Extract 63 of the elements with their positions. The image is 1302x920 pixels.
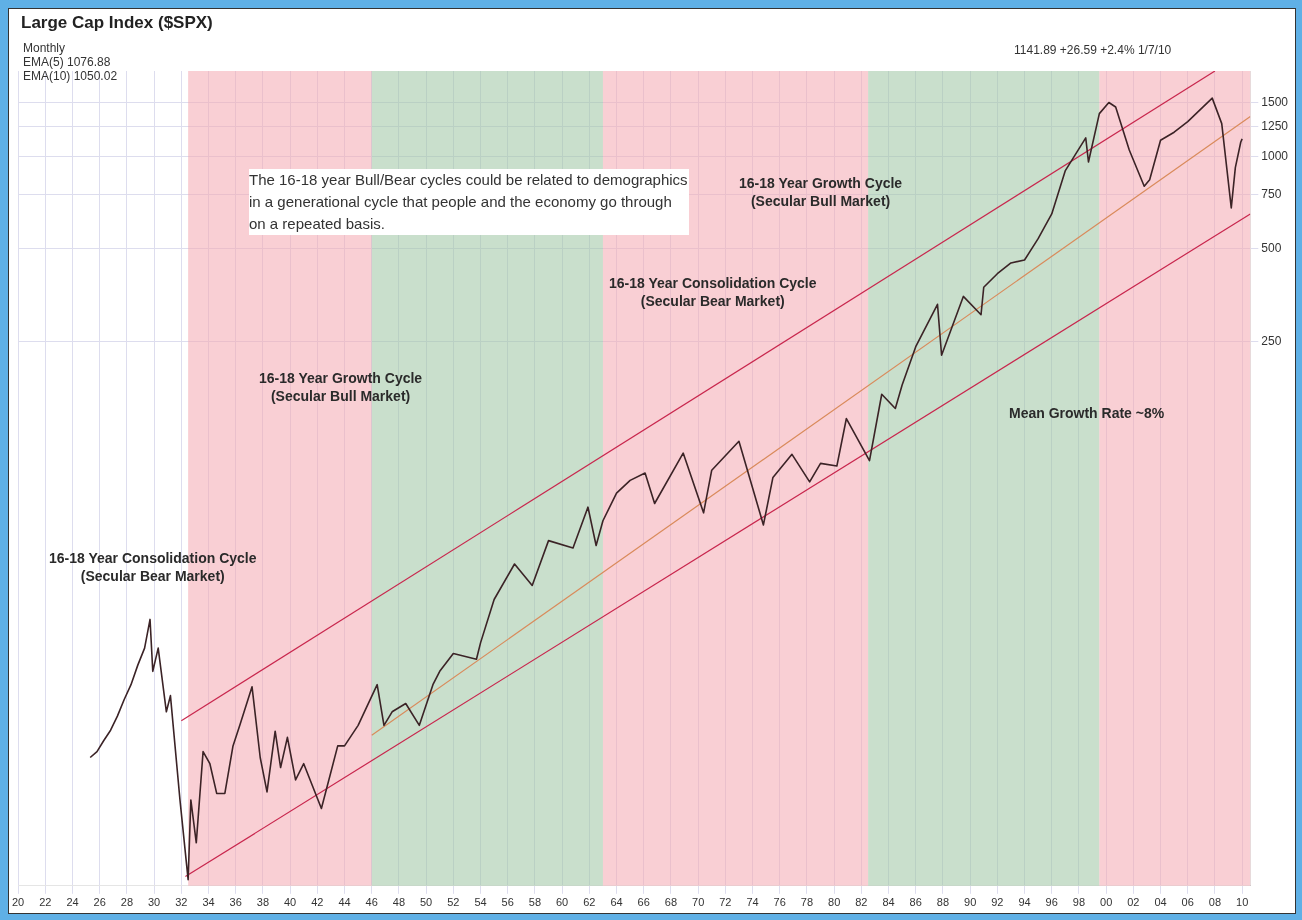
x-tick-label: 96 xyxy=(1045,896,1058,909)
x-tick-label: 08 xyxy=(1208,896,1222,909)
x-tick-label: 58 xyxy=(528,896,542,909)
text: 1141.89 +26.59 +2.4% 1/7/10 xyxy=(1014,43,1172,57)
annotation: EMA(10) 1050.02 xyxy=(23,69,118,83)
text: Monthly xyxy=(23,41,66,55)
x-tick-label: 72 xyxy=(719,896,732,909)
x-tick-label: 50 xyxy=(420,896,433,909)
x-tick-label: 06 xyxy=(1181,896,1194,909)
x-tick-label: 32 xyxy=(175,896,188,909)
x-tick-label: 22 xyxy=(39,896,52,909)
x-tick-label: 40 xyxy=(284,896,297,909)
x-tick-label: 24 xyxy=(66,896,79,909)
x-tick-label: 42 xyxy=(311,896,324,909)
y-tick-label: 1000 xyxy=(1261,148,1289,163)
y-tick-label: 500 xyxy=(1261,241,1282,256)
x-tick-label: 86 xyxy=(909,896,922,909)
x-tick-label: 26 xyxy=(93,896,106,909)
x-tick-label: 62 xyxy=(583,896,596,909)
x-tick-label: 66 xyxy=(637,896,650,909)
annotation: The 16-18 year Bull/Bear cycles could be related to demographics in a generational cycle that people and the economy go through on a repeated basis. xyxy=(249,169,689,235)
x-tick-label: 30 xyxy=(148,896,161,909)
x-tick-label: 76 xyxy=(773,896,786,909)
x-tick-label: 80 xyxy=(828,896,841,909)
x-tick-label: 48 xyxy=(392,896,406,909)
y-tick-label: 1500 xyxy=(1261,94,1289,109)
x-tick-label: 04 xyxy=(1154,896,1167,909)
annotation: 16-18 Year Growth Cycle (Secular Bull Market) xyxy=(259,369,423,405)
x-tick-label: 74 xyxy=(746,896,759,909)
x-tick-label: 88 xyxy=(936,896,950,909)
x-tick-label: 70 xyxy=(692,896,705,909)
x-tick-label: 82 xyxy=(855,896,868,909)
x-tick-label: 84 xyxy=(882,896,895,909)
x-tick-label: 46 xyxy=(365,896,378,909)
x-tick-label: 54 xyxy=(474,896,487,909)
x-tick-label: 94 xyxy=(1018,896,1031,909)
x-tick-label: 90 xyxy=(964,896,977,909)
x-tick-label: 60 xyxy=(556,896,569,909)
y-tick-label: 250 xyxy=(1261,333,1282,348)
annotation: 16-18 Year Growth Cycle (Secular Bull Market) xyxy=(739,174,903,210)
x-tick-label: 56 xyxy=(501,896,514,909)
x-tick-label: 68 xyxy=(664,896,678,909)
y-tick-label: 1250 xyxy=(1261,119,1289,134)
x-tick-label: 52 xyxy=(447,896,460,909)
x-tick-label: 44 xyxy=(338,896,351,909)
x-tick-label: 78 xyxy=(800,896,814,909)
x-tick-label: 64 xyxy=(610,896,623,909)
x-tick-label: 98 xyxy=(1072,896,1086,909)
annotation: Mean Growth Rate ~8% xyxy=(1009,404,1165,422)
x-tick-label: 92 xyxy=(991,896,1004,909)
x-tick-label: 02 xyxy=(1127,896,1140,909)
annotation: 16-18 Year Consolidation Cycle (Secular Bear Market) xyxy=(609,274,817,310)
x-tick-label: 34 xyxy=(202,896,215,909)
x-tick-label: 38 xyxy=(256,896,270,909)
x-tick-label: 36 xyxy=(229,896,242,909)
x-tick-label: 20 xyxy=(11,896,25,909)
x-tick-label: 10 xyxy=(1236,896,1249,909)
text: EMA(5) 1076.88 xyxy=(23,55,111,69)
annotation: 16-18 Year Consolidation Cycle (Secular Bear Market) xyxy=(49,549,257,585)
chart-title: Large Cap Index ($SPX) xyxy=(21,13,213,33)
x-tick-label: 00 xyxy=(1100,896,1113,909)
y-tick-label: 750 xyxy=(1261,187,1282,202)
x-tick-label: 28 xyxy=(120,896,134,909)
